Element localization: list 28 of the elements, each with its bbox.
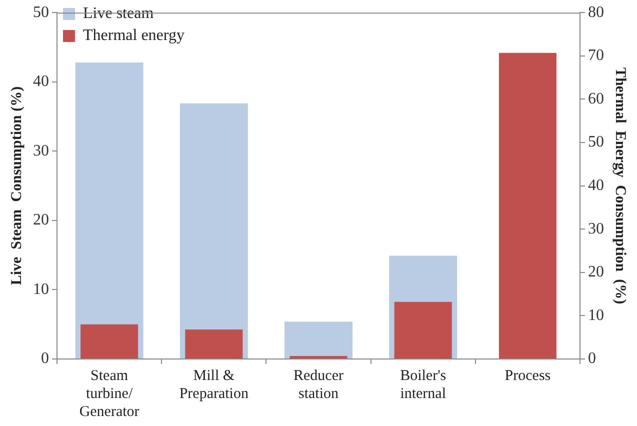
x-tick-label: Boiler's internal [400,368,446,402]
y-tick-label: 50 [33,4,49,21]
y-tick-label: 20 [33,212,49,229]
bar [498,52,556,358]
legend-label: Thermal energy [83,27,184,44]
y2-tick-label: 80 [588,4,604,21]
bar [284,322,352,358]
y2-tick-label: 40 [588,177,604,194]
y-tick-label: 40 [33,73,49,90]
y2-tick-label: 70 [588,47,604,64]
y2-axis-title: Thermal Energy Consumption (%) [612,67,628,304]
bar [185,330,243,358]
bar [80,324,138,358]
x-tick-label: Steam turbine/ Generator [79,368,140,420]
x-tick-label: Process [504,368,551,384]
y2-tick-label: 30 [588,220,604,238]
y-tick-label: 10 [33,280,49,298]
y2-tick-label: 0 [588,350,596,368]
x-tick-label: Reducer station [294,368,344,402]
y-axis-title: Live Steam Consumption (%) [8,86,25,286]
y2-tick-label: 20 [588,264,604,281]
y2-tick-label: 10 [588,306,604,324]
bar [290,356,348,358]
y-tick-label: 0 [41,350,49,368]
x-tick-label: Mill & Preparation [179,368,249,402]
y2-tick-label: 50 [588,134,604,151]
y-tick-label: 30 [33,142,49,160]
y2-tick-label: 60 [588,90,604,108]
